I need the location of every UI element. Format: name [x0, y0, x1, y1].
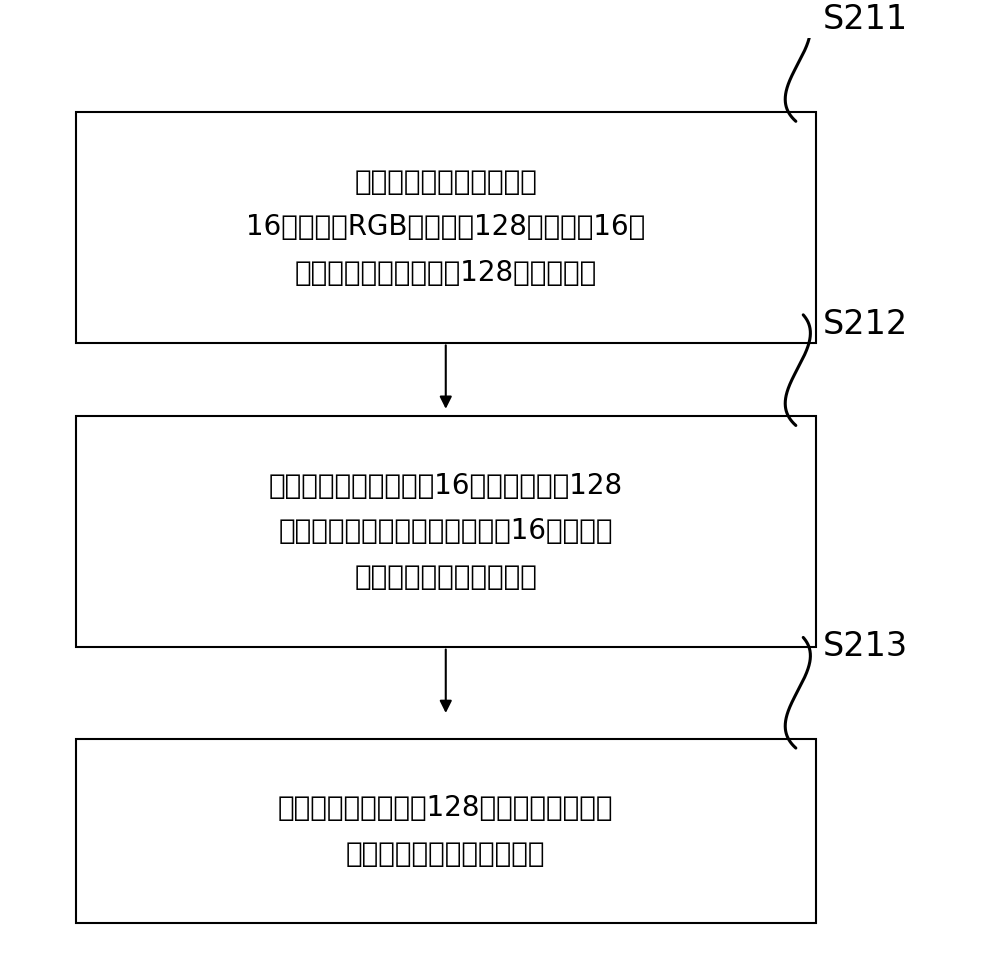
Text: 采集在采集车辆上安装的
16线雷达、RGB相机以及128线雷达的16线
雷达数据、相机数据和128线雷达数据: 采集在采集车辆上安装的 16线雷达、RGB相机以及128线雷达的16线 雷达数据… [246, 167, 645, 287]
Text: 以拼接矩阵为输入且128线雷达矩阵为输出
的真值，训练语义分割算法: 以拼接矩阵为输入且128线雷达矩阵为输出 的真值，训练语义分割算法 [278, 794, 614, 867]
Text: S213: S213 [823, 630, 908, 663]
Text: S211: S211 [823, 4, 908, 37]
Text: 在像素坐标系下，创建16线雷达矩阵、128
线雷达矩阵和相机矩阵，并得到16线雷达矩
阵和相机矩阵的拼接矩阵: 在像素坐标系下，创建16线雷达矩阵、128 线雷达矩阵和相机矩阵，并得到16线雷… [269, 472, 623, 591]
Bar [76, 416, 816, 647]
Bar [76, 739, 816, 923]
Text: S212: S212 [823, 308, 908, 340]
Bar [76, 112, 816, 342]
